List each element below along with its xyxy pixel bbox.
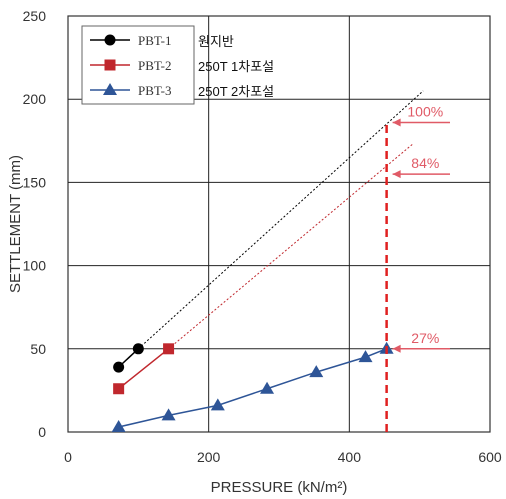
x-tick-label: 600 [478,449,502,465]
annotation-label: 27% [411,330,439,346]
y-tick-label: 0 [38,424,46,440]
y-tick-label: 100 [23,258,47,274]
legend-note: 250T 1차포설 [198,59,274,74]
series-line [118,348,387,428]
series-pbt-1 [113,90,424,373]
legend-marker [104,59,116,71]
legend-box [81,25,195,105]
data-point [161,408,176,421]
series-layer [111,90,424,433]
data-point [210,398,225,411]
annotation: 100% [392,103,450,127]
legend-label: PBT-1 [138,33,171,48]
legend-label: PBT-3 [138,83,171,98]
series-pbt-3 [111,341,394,433]
y-tick-label: 250 [23,8,47,24]
extrapolation-line [168,143,413,350]
data-point [111,420,126,433]
data-point [163,343,175,355]
annotation-arrow-head [392,344,401,353]
y-axis-title: SETTLEMENT (mm) [7,155,24,293]
data-point [260,381,275,394]
y-tick-label: 200 [23,91,47,107]
annotation: 84% [392,155,450,179]
x-tick-label: 200 [197,449,221,465]
axes: 0 50 100 150 200 250 0 200 400 600 [23,8,502,465]
y-tick-label: 150 [23,174,47,190]
y-tick-label: 50 [30,341,46,357]
legend-entry: PBT-2 250T 1차포설 [90,58,274,74]
data-point [113,361,125,373]
extrapolation-line [137,90,424,350]
legend: PBT-1 원지반 PBT-2 250T 1차포설 PBT-3 250T 2차포설 [81,25,274,105]
annotation-label: 100% [407,103,443,119]
legend-marker [103,83,117,95]
legend-label: PBT-2 [138,58,171,73]
annotation: 27% [392,330,450,353]
legend-note: 원지반 [198,34,234,49]
series-line [118,348,170,390]
data-point [358,350,373,363]
annotation-arrow-head [392,170,401,179]
legend-note: 250T 2차포설 [198,84,274,99]
x-tick-label: 0 [64,449,72,465]
plot-frame [67,15,491,433]
x-tick-label: 400 [338,449,362,465]
legend-marker [104,34,116,46]
annotation-arrow-head [392,118,401,127]
annotation-label: 84% [411,155,439,171]
x-axis-title: PRESSURE (kN/m²) [211,479,348,496]
reference-layer: 100% 84% 27% [385,103,450,432]
legend-entry: PBT-3 250T 2차포설 [90,83,274,99]
data-point [132,343,144,355]
legend-entry: PBT-1 원지반 [90,33,234,49]
data-point [309,365,324,378]
data-point [113,383,125,395]
series-pbt-2 [113,143,413,395]
